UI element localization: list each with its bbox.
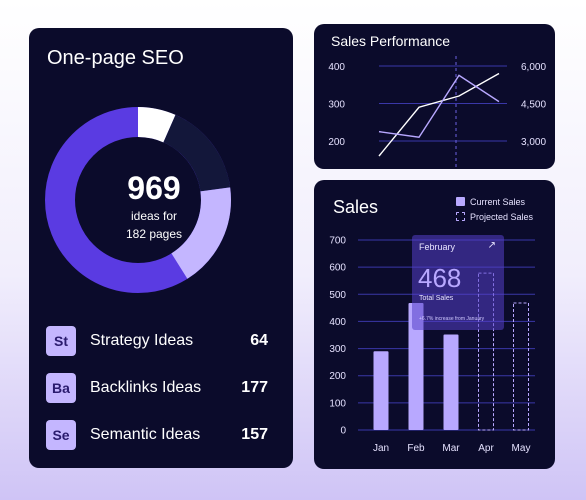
legend-current-label: Current Sales: [470, 197, 526, 207]
strategy-ideas-label: Strategy Ideas: [90, 332, 194, 349]
backlinks-ideas-label: Backlinks Ideas: [90, 379, 202, 396]
arrow-up-right-icon[interactable]: ↗: [487, 240, 496, 251]
legend-projected-sales: Projected Sales: [456, 212, 533, 222]
sales-performance-card: Sales Performance 400 6,000 300 4,500 200 3,0…: [314, 24, 555, 169]
perf-right-tick: 3,000: [521, 137, 546, 148]
donut-segment-backlinks-ideas: [45, 107, 231, 293]
sales-y-tick: 400: [329, 317, 346, 328]
perf-left-tick: 200: [328, 137, 345, 148]
sales-y-tick: 0: [340, 426, 346, 437]
bar-current-mar: [443, 334, 459, 430]
sales-x-tick: May: [512, 443, 531, 454]
sales-card: Sales Current Sales Projected Sales 700 6…: [314, 180, 555, 469]
sales-performance-title: Sales Performance: [331, 33, 451, 49]
sales-y-tick: 700: [329, 236, 346, 247]
tooltip-increase-note: +6.7% increase from January: [419, 316, 485, 322]
bar-current-feb: [408, 302, 424, 430]
sales-x-tick: Feb: [407, 443, 425, 454]
seo-card-title: One-page SEO: [47, 47, 184, 69]
idea-row-semantic[interactable]: Se Semantic Ideas 157: [46, 420, 280, 450]
sales-x-tick: Apr: [478, 443, 494, 454]
perf-series-line-2: [378, 74, 500, 139]
sales-y-tick: 300: [329, 344, 346, 355]
february-tooltip[interactable]: February ↗ 468 Total Sales +6.7% increas…: [412, 235, 504, 330]
semantic-ideas-count: 157: [241, 426, 268, 443]
seo-card: One-page SEO 969 ideas for 182 pages St …: [29, 28, 293, 468]
semantic-ideas-label: Semantic Ideas: [90, 426, 201, 443]
tooltip-total-value: 468: [418, 263, 462, 293]
perf-right-tick: 6,000: [521, 62, 546, 73]
perf-left-tick: 300: [328, 100, 345, 111]
donut-center-label: 969 ideas for 182 pages: [69, 171, 239, 241]
current-sales-swatch: [456, 197, 465, 206]
bar-current-jan: [373, 351, 389, 430]
sales-title: Sales: [333, 197, 379, 217]
sales-x-tick: Jan: [373, 443, 389, 454]
tooltip-month: February: [419, 242, 456, 252]
backlinks-badge: Ba: [46, 373, 76, 403]
total-ideas-value: 969: [127, 170, 181, 206]
idea-row-strategy[interactable]: St Strategy Ideas 64: [46, 326, 280, 356]
sales-performance-line-chart: 400 6,000 300 4,500 200 3,000: [328, 56, 546, 168]
strategy-badge: St: [46, 326, 76, 356]
perf-series-line-1: [378, 72, 500, 157]
donut-segment-strategy-ideas: [45, 107, 231, 293]
backlinks-ideas-count: 177: [241, 379, 268, 396]
sales-y-tick: 500: [329, 290, 346, 301]
sales-x-tick: Mar: [442, 443, 460, 454]
ideas-for-text: ideas for: [130, 209, 178, 223]
perf-right-tick: 4,500: [521, 100, 546, 111]
ideas-donut-chart: [45, 107, 231, 293]
sales-y-tick: 100: [329, 398, 346, 409]
sales-y-tick: 600: [329, 263, 346, 274]
pages-count-text: 182 pages: [125, 227, 183, 241]
bar-projected-may: [513, 302, 529, 431]
idea-row-backlinks[interactable]: Ba Backlinks Ideas 177: [46, 373, 280, 403]
projected-sales-swatch: [456, 212, 465, 221]
sales-y-tick: 200: [329, 371, 346, 382]
strategy-ideas-count: 64: [250, 332, 268, 349]
perf-left-tick: 400: [328, 62, 345, 73]
semantic-badge: Se: [46, 420, 76, 450]
legend-projected-label: Projected Sales: [470, 212, 534, 222]
tooltip-total-label: Total Sales: [419, 295, 454, 302]
legend-current-sales: Current Sales: [456, 197, 525, 207]
